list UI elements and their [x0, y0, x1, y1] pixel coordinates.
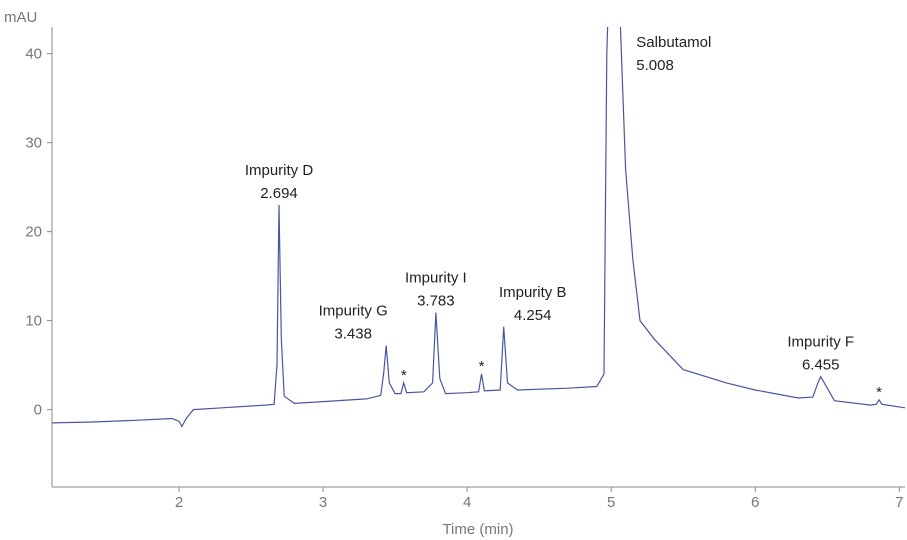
- x-tick-label: 2: [175, 494, 183, 511]
- peak-rt: 3.438: [334, 326, 372, 343]
- x-tick-label: 7: [895, 494, 903, 511]
- peak-name: Impurity F: [787, 334, 854, 351]
- peak-name: Salbutamol: [636, 34, 711, 51]
- y-tick-label: 0: [34, 402, 42, 419]
- y-tick-label: 20: [25, 224, 42, 241]
- peak-name: Impurity D: [245, 162, 314, 179]
- impurity-star: *: [479, 358, 485, 375]
- peak-name: Impurity B: [499, 284, 567, 301]
- x-tick-label: 3: [319, 494, 327, 511]
- x-tick-label: 4: [463, 494, 471, 511]
- trace: [52, 27, 905, 428]
- y-tick-label: 30: [25, 135, 42, 152]
- impurity-star: *: [876, 384, 882, 401]
- x-tick-label: 6: [751, 494, 759, 511]
- impurity-star: *: [401, 367, 407, 384]
- peak-name: Impurity I: [405, 270, 467, 287]
- peak-rt: 3.783: [417, 293, 455, 310]
- x-tick-label: 5: [607, 494, 615, 511]
- y-axis-label: mAU: [4, 9, 37, 26]
- x-axis-label: Time (min): [442, 521, 513, 538]
- peak-rt: 2.694: [260, 185, 298, 202]
- peak-name: Impurity G: [319, 303, 388, 320]
- peak-rt: 5.008: [636, 57, 674, 74]
- peak-rt: 6.455: [802, 357, 840, 374]
- y-tick-label: 40: [25, 46, 42, 63]
- y-tick-label: 10: [25, 313, 42, 330]
- peak-rt: 4.254: [514, 307, 552, 324]
